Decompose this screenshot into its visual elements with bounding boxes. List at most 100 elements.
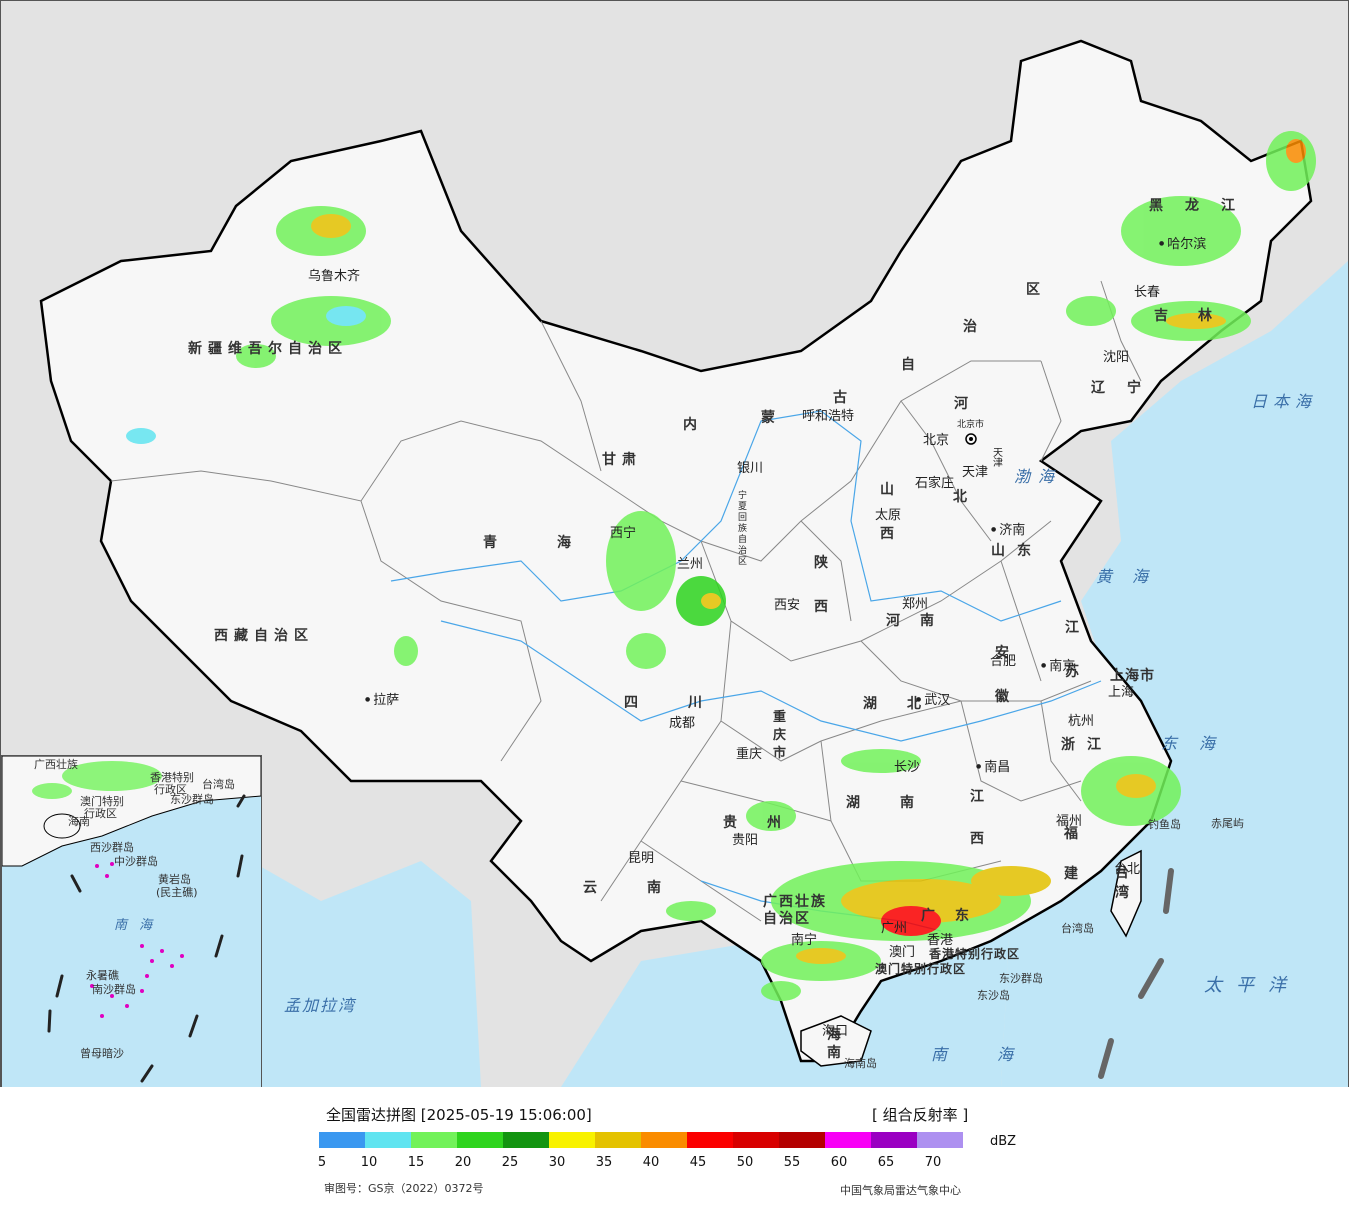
sea-japan: 日本海	[1251, 392, 1318, 411]
legend-title: 全国雷达拼图 [2025-05-19 15:06:00]	[326, 1106, 592, 1124]
city-hohhot: 呼和浩特	[802, 409, 855, 424]
city-yinchuan: 银川	[737, 461, 764, 476]
province-macau: 澳门特别行政区	[875, 962, 967, 976]
province-shanxi: 山西	[880, 482, 894, 542]
province-gansu: 甘肃	[602, 452, 642, 468]
province-shandong: 山东	[991, 543, 1043, 559]
radar-echoes	[126, 131, 1316, 1001]
color-swatch	[319, 1132, 365, 1148]
island-hainan: 海南岛	[844, 1057, 877, 1070]
inset-macau: 澳门特别	[80, 795, 124, 808]
city-fuzhou: 福州	[1056, 814, 1083, 829]
color-swatch	[733, 1132, 779, 1148]
inset-zhongsha: 中沙群岛	[114, 855, 158, 868]
city-lanzhou: 兰州	[677, 557, 704, 572]
island-taiwan: 台湾岛	[1061, 922, 1094, 935]
color-swatch	[503, 1132, 549, 1148]
city-nanchang: 南昌	[976, 761, 1010, 774]
city-chongqing: 重庆	[736, 747, 763, 762]
city-guangzhou: 广州	[881, 921, 908, 936]
province-jiangxi: 江西	[970, 789, 984, 847]
scale-tick: 55	[783, 1155, 801, 1170]
scale-tick: 15	[407, 1155, 425, 1170]
sea-donghai: 东海	[1161, 734, 1238, 753]
province-sichuan: 四川	[624, 695, 752, 711]
city-shijiazhuang: 石家庄	[915, 476, 955, 491]
color-swatch	[457, 1132, 503, 1148]
scale-tick: 20	[454, 1155, 472, 1170]
inset-dongsha: 东沙群岛	[170, 793, 214, 806]
province-neimenggu-6: 区	[1026, 282, 1046, 298]
province-neimenggu-2: 蒙	[761, 410, 781, 426]
province-neimenggu-1: 内	[683, 417, 703, 433]
city-tianjin: 天津	[962, 465, 989, 480]
inset-nanhai: 南 海	[114, 918, 157, 933]
province-heilongjiang: 黑龙江	[1149, 198, 1257, 214]
inset-taiwan: 台湾岛	[202, 778, 235, 791]
south-china-sea-inset: 广西壮族 香港特别 行政区 澳门特别 行政区 东沙群岛 台湾岛 海南 西沙群岛 …	[1, 755, 262, 1087]
city-nanning: 南宁	[791, 933, 818, 948]
city-changchun: 长春	[1134, 285, 1161, 300]
province-shaanxi: 陕西	[814, 555, 828, 615]
color-swatch	[871, 1132, 917, 1148]
inset-nansha: 南沙群岛	[92, 983, 136, 996]
province-fujian: 福建	[1064, 826, 1078, 882]
color-swatch	[365, 1132, 411, 1148]
province-hebei-1: 河	[954, 396, 974, 412]
province-chongqing: 重庆市	[773, 710, 787, 761]
city-macau: 澳门	[889, 945, 916, 960]
city-urumqi: 乌鲁木齐	[308, 269, 361, 284]
sea-pacific: 太平洋	[1204, 975, 1300, 996]
color-swatch	[917, 1132, 963, 1148]
province-henan: 河南	[886, 613, 954, 629]
province-liaoning: 辽宁	[1091, 380, 1163, 396]
map-review-number: 审图号：GS京（2022）0372号	[324, 1182, 484, 1195]
inset-zengmu: 曾母暗沙	[80, 1047, 124, 1060]
color-swatch	[687, 1132, 733, 1148]
province-shanghai: 上海市	[1110, 668, 1155, 684]
inset-yongshu: 永暑礁	[86, 969, 119, 982]
province-xinjiang: 新疆维吾尔自治区	[188, 341, 348, 357]
inset-guangxi: 广西壮族	[34, 758, 78, 771]
city-kunming: 昆明	[628, 851, 655, 866]
hainan-island	[800, 1015, 872, 1067]
legend-product: [ 组合反射率 ]	[872, 1106, 969, 1124]
sea-bengal: 孟加拉湾	[284, 996, 357, 1015]
inset-macau-2: 行政区	[84, 807, 117, 820]
taiwan-island	[1110, 849, 1142, 938]
scale-tick: 25	[501, 1155, 519, 1170]
province-neimenggu-3: 古	[833, 390, 853, 406]
inset-huangyan-2: (民主礁)	[156, 886, 198, 899]
province-hunan: 湖南	[846, 795, 954, 811]
map-canvas	[39, 39, 1348, 1087]
city-chengdu: 成都	[669, 716, 696, 731]
province-qinghai: 青海	[483, 535, 631, 551]
city-hangzhou: 杭州	[1068, 714, 1095, 729]
city-wuhan: 武汉	[916, 694, 950, 707]
sea-huanghai: 黄海	[1096, 567, 1169, 586]
scale-tick: 5	[317, 1155, 327, 1170]
data-source: 中国气象局雷达气象中心	[840, 1184, 961, 1197]
inset-canvas	[2, 756, 261, 1083]
china-land	[39, 39, 1313, 1063]
city-hk: 香港	[927, 933, 954, 948]
province-tianjin: 天津	[993, 448, 1003, 469]
city-guiyang: 贵阳	[732, 833, 759, 848]
scale-tick: 40	[642, 1155, 660, 1170]
province-guangdong: 广东	[921, 908, 989, 924]
province-zhejiang: 浙江	[1061, 737, 1113, 753]
city-hefei: 合肥	[990, 654, 1017, 669]
color-swatch	[825, 1132, 871, 1148]
city-taibei: 台北	[1114, 862, 1141, 877]
province-anhui: 安徽	[995, 645, 1009, 705]
province-xizang: 西藏自治区	[214, 628, 314, 644]
legend-unit: dBZ	[990, 1134, 1017, 1149]
inset-huangyan: 黄岩岛	[158, 873, 191, 886]
city-shenyang: 沈阳	[1103, 350, 1130, 365]
scale-tick: 10	[360, 1155, 378, 1170]
city-shanghai: 上海	[1108, 685, 1135, 700]
inset-hainan: 海南	[68, 815, 90, 828]
color-swatch	[595, 1132, 641, 1148]
color-swatch	[641, 1132, 687, 1148]
beijing-capital-marker	[965, 433, 977, 445]
